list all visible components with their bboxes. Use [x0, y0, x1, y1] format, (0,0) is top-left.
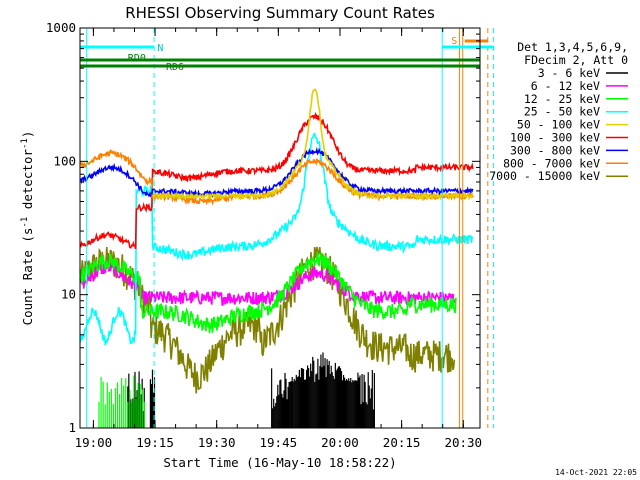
series-7000-15000keV-line [79, 246, 456, 394]
y-label-main: Count Rate (s [20, 228, 35, 326]
y-tick-label: 10 [61, 287, 76, 302]
render-timestamp: 14-Oct-2021 22:05 [555, 468, 637, 477]
x-tick-label: 19:45 [260, 435, 298, 450]
legend-header-1: Det 1,3,4,5,6,9, [517, 40, 628, 54]
chart-title: RHESSI Observing Summary Count Rates [125, 4, 435, 22]
legend-entry-label: 25 - 50 keV [524, 105, 600, 119]
series-line-8 [79, 246, 456, 394]
x-tick-label: 19:15 [136, 435, 174, 450]
series-line-3 [79, 132, 474, 346]
y-tick-label: 1000 [46, 20, 76, 35]
y-tick-label: 1 [68, 420, 76, 435]
legend-entry-label: 12 - 25 keV [524, 92, 600, 106]
series-300-800keV-line [79, 146, 474, 199]
legend-header-2: FDecim 2, Att 0 [524, 53, 628, 67]
rd0-label: RD0 [128, 53, 146, 64]
y-axis-label: Count Rate (s-1 detector-1) [20, 131, 35, 326]
y-label-mid: detector [20, 149, 35, 217]
saa-label: S [451, 36, 457, 47]
x-tick-label: 20:30 [444, 435, 482, 450]
rd6-label: RD6 [166, 62, 184, 73]
series-12-25kev-spikes [98, 375, 145, 428]
legend-entry-label: 7000 - 15000 keV [489, 169, 600, 183]
x-tick-label: 20:15 [383, 435, 421, 450]
legend-entry-label: 800 - 7000 keV [503, 156, 600, 170]
plot-frame [79, 27, 481, 429]
y-label-sup1: -1 [20, 217, 30, 228]
series-line-6 [79, 146, 474, 199]
legend-entry-label: 3 - 6 keV [538, 66, 600, 80]
plot-area: N S RD0 RD6 [79, 28, 495, 428]
y-axis: 1 10 100 1000 [46, 20, 480, 435]
x-axis-label: Start Time (16-May-10 18:58:22) [163, 455, 396, 470]
series-100-300keV-line [79, 111, 474, 249]
x-axis: 19:00 19:15 19:30 19:45 20:00 20:15 20:30 [75, 28, 482, 450]
series-3-6kev-bars [127, 352, 375, 428]
x-tick-label: 20:00 [321, 435, 359, 450]
series-line-4 [152, 88, 474, 202]
legend: Det 1,3,4,5,6,9, FDecim 2, Att 0 3 - 6 k… [489, 40, 628, 183]
series-6-12keV-line [79, 261, 457, 307]
legend-entry-label: 300 - 800 keV [510, 143, 600, 157]
y-tick-label: 100 [53, 153, 76, 168]
series-line-1 [79, 261, 457, 307]
legend-entry-label: 100 - 300 keV [510, 131, 600, 145]
series-line-5 [79, 111, 474, 249]
x-tick-label: 19:30 [198, 435, 236, 450]
series-25-50keV-line [79, 132, 474, 346]
series-12-25keV-line [79, 251, 457, 333]
legend-entry-label: 6 - 12 keV [531, 79, 600, 93]
x-tick-label: 19:00 [75, 435, 113, 450]
legend-entry-label: 50 - 100 keV [517, 118, 600, 132]
night-label: N [157, 43, 163, 54]
series-line-2 [79, 251, 457, 333]
series-50-100keV-line [152, 88, 474, 202]
y-label-end: ) [20, 131, 35, 139]
y-label-sup2: -1 [20, 138, 30, 149]
